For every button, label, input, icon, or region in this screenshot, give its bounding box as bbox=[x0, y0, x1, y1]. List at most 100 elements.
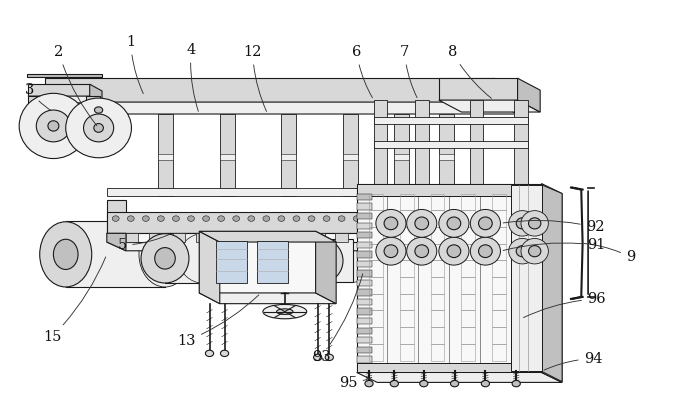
Polygon shape bbox=[415, 100, 429, 184]
Polygon shape bbox=[357, 184, 541, 196]
Polygon shape bbox=[150, 233, 162, 242]
Text: 1: 1 bbox=[126, 36, 143, 94]
Polygon shape bbox=[357, 194, 372, 200]
Ellipse shape bbox=[155, 248, 175, 269]
Polygon shape bbox=[216, 241, 247, 283]
Ellipse shape bbox=[293, 216, 300, 221]
Ellipse shape bbox=[479, 217, 493, 230]
Ellipse shape bbox=[173, 216, 179, 221]
Ellipse shape bbox=[333, 239, 374, 282]
Polygon shape bbox=[66, 221, 165, 287]
Polygon shape bbox=[199, 231, 336, 242]
Polygon shape bbox=[439, 114, 454, 196]
Ellipse shape bbox=[471, 237, 501, 265]
Polygon shape bbox=[107, 233, 126, 251]
Text: 93: 93 bbox=[311, 274, 363, 363]
Ellipse shape bbox=[383, 216, 390, 221]
Polygon shape bbox=[199, 231, 220, 304]
Text: 5: 5 bbox=[118, 235, 169, 252]
Text: 12: 12 bbox=[244, 45, 267, 111]
Polygon shape bbox=[107, 212, 425, 233]
Polygon shape bbox=[439, 154, 454, 160]
Ellipse shape bbox=[528, 246, 541, 257]
Ellipse shape bbox=[95, 107, 103, 113]
Polygon shape bbox=[357, 356, 372, 363]
Ellipse shape bbox=[407, 209, 437, 237]
Ellipse shape bbox=[205, 350, 213, 357]
Ellipse shape bbox=[263, 216, 270, 221]
Polygon shape bbox=[439, 100, 540, 112]
Polygon shape bbox=[45, 78, 494, 102]
Text: 96: 96 bbox=[523, 292, 606, 318]
Polygon shape bbox=[158, 114, 174, 196]
Ellipse shape bbox=[84, 114, 114, 142]
Ellipse shape bbox=[263, 304, 307, 319]
Polygon shape bbox=[374, 100, 388, 184]
Polygon shape bbox=[316, 231, 336, 304]
Text: 4: 4 bbox=[187, 43, 198, 111]
Text: 9: 9 bbox=[584, 243, 635, 264]
Text: 15: 15 bbox=[43, 257, 106, 344]
Polygon shape bbox=[357, 261, 372, 267]
Polygon shape bbox=[357, 223, 372, 229]
Polygon shape bbox=[158, 154, 174, 160]
Polygon shape bbox=[374, 141, 528, 148]
Polygon shape bbox=[357, 318, 372, 324]
Ellipse shape bbox=[516, 218, 528, 229]
Polygon shape bbox=[107, 233, 425, 242]
Ellipse shape bbox=[178, 234, 226, 283]
Polygon shape bbox=[107, 242, 445, 251]
Polygon shape bbox=[28, 84, 90, 96]
Polygon shape bbox=[357, 372, 562, 382]
Ellipse shape bbox=[376, 237, 406, 265]
Ellipse shape bbox=[217, 216, 224, 221]
Polygon shape bbox=[394, 154, 410, 160]
Ellipse shape bbox=[447, 245, 461, 257]
Polygon shape bbox=[257, 241, 288, 283]
Polygon shape bbox=[357, 184, 541, 372]
Ellipse shape bbox=[158, 216, 165, 221]
Ellipse shape bbox=[325, 354, 333, 361]
Ellipse shape bbox=[368, 216, 375, 221]
Polygon shape bbox=[357, 213, 372, 219]
Ellipse shape bbox=[66, 98, 132, 158]
Polygon shape bbox=[28, 96, 102, 103]
Ellipse shape bbox=[365, 380, 373, 387]
Ellipse shape bbox=[399, 216, 405, 221]
Ellipse shape bbox=[94, 124, 104, 132]
Ellipse shape bbox=[139, 222, 191, 287]
Polygon shape bbox=[357, 289, 372, 296]
Ellipse shape bbox=[128, 216, 134, 221]
Polygon shape bbox=[511, 185, 541, 371]
Ellipse shape bbox=[479, 245, 493, 257]
Ellipse shape bbox=[40, 222, 92, 287]
Polygon shape bbox=[199, 231, 316, 293]
Ellipse shape bbox=[314, 354, 322, 361]
Ellipse shape bbox=[143, 216, 150, 221]
Polygon shape bbox=[357, 251, 372, 257]
Polygon shape bbox=[28, 96, 42, 112]
Polygon shape bbox=[281, 114, 296, 196]
Polygon shape bbox=[357, 299, 372, 305]
Polygon shape bbox=[357, 242, 372, 248]
Polygon shape bbox=[242, 233, 255, 242]
Ellipse shape bbox=[516, 246, 528, 257]
Ellipse shape bbox=[48, 121, 59, 131]
Polygon shape bbox=[357, 308, 372, 315]
Polygon shape bbox=[196, 233, 208, 242]
Polygon shape bbox=[541, 184, 562, 382]
Ellipse shape bbox=[407, 237, 437, 265]
Ellipse shape bbox=[471, 209, 501, 237]
Ellipse shape bbox=[278, 216, 285, 221]
Ellipse shape bbox=[248, 216, 255, 221]
Text: 3: 3 bbox=[25, 83, 51, 111]
Ellipse shape bbox=[390, 380, 399, 387]
Ellipse shape bbox=[384, 217, 398, 230]
Text: 13: 13 bbox=[178, 295, 259, 348]
Polygon shape bbox=[374, 117, 528, 124]
Ellipse shape bbox=[384, 245, 398, 257]
Polygon shape bbox=[357, 337, 372, 344]
Ellipse shape bbox=[36, 110, 71, 142]
Ellipse shape bbox=[415, 245, 429, 257]
Polygon shape bbox=[199, 293, 336, 304]
